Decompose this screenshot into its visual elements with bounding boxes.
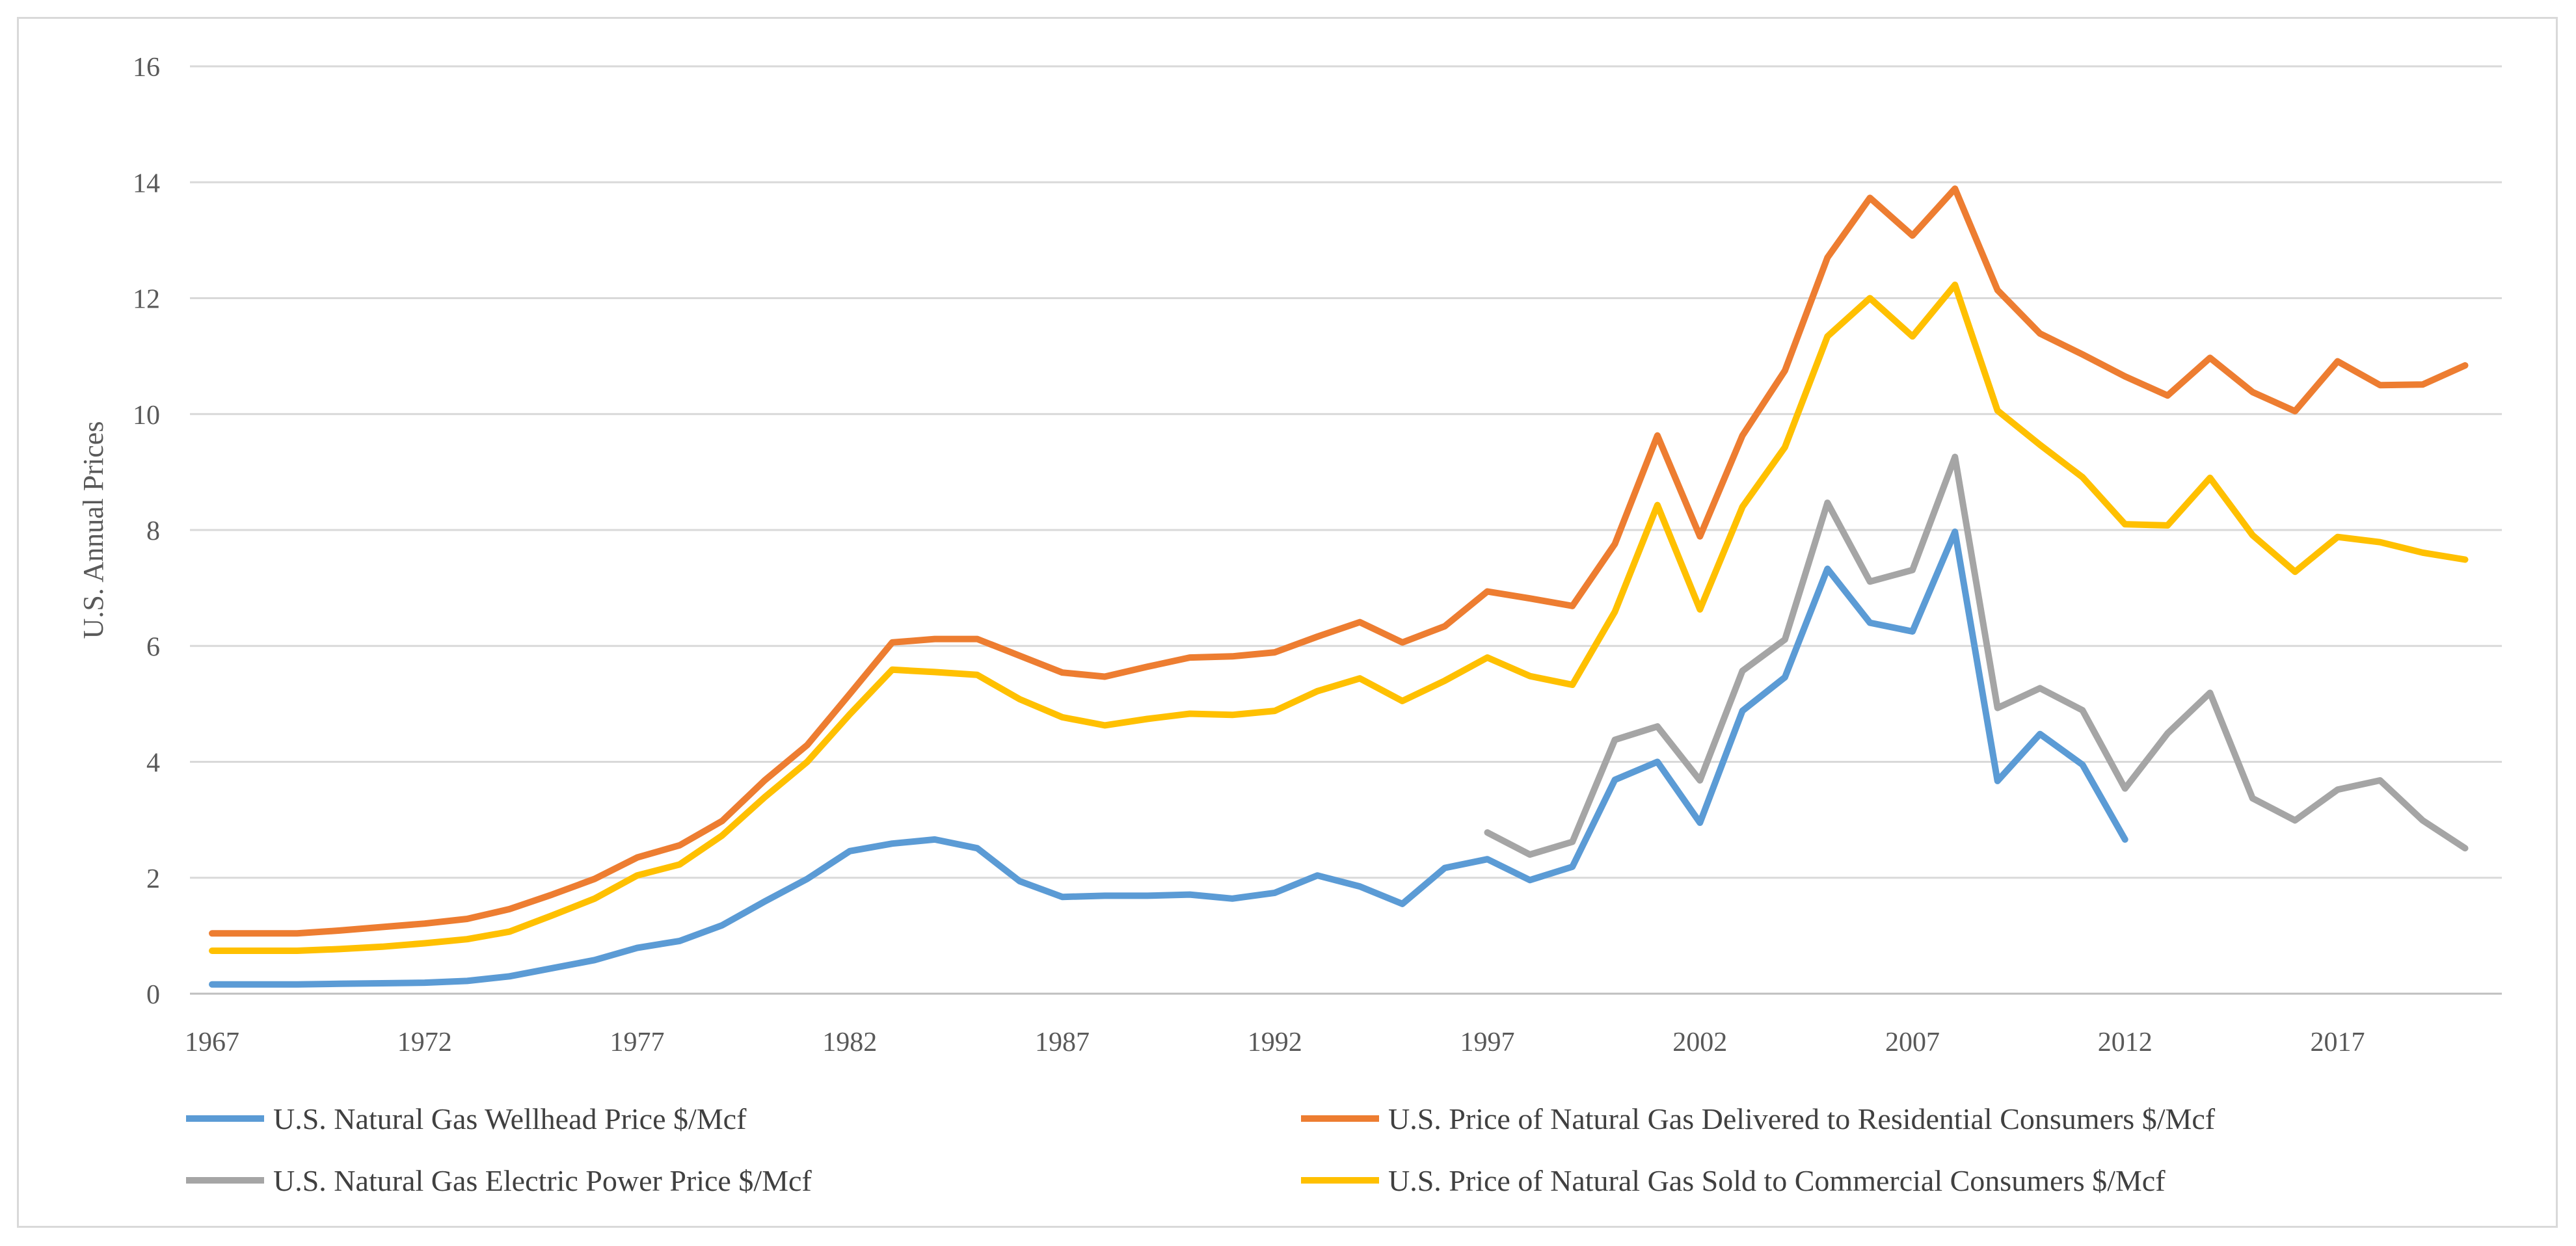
x-tick-label: 1982 [822,1027,877,1057]
x-tick-label: 1967 [185,1027,239,1057]
legend: U.S. Natural Gas Wellhead Price $/Mcf U.S… [186,1102,2216,1197]
series-lines [209,185,2469,988]
gridlines [190,65,2502,879]
y-tick-label: 14 [133,168,160,198]
y-tick-label: 10 [133,401,160,431]
y-tick-label: 0 [146,980,160,1010]
chart-frame [17,17,2558,1228]
y-tick-label: 12 [133,285,160,315]
x-tick-label: 1987 [1035,1027,1090,1057]
series-line-1 [209,185,2469,937]
series-line-0 [209,528,2128,988]
y-axis-title: U.S. Annual Prices [77,421,109,639]
x-tick-label: 1997 [1460,1027,1515,1057]
legend-label: U.S. Natural Gas Electric Power Price $/… [273,1164,812,1197]
legend-label: U.S. Price of Natural Gas Delivered to R… [1388,1102,2216,1135]
y-tick-label: 16 [133,53,160,83]
y-tick-label: 2 [146,864,160,894]
series-line-2 [1484,453,2469,858]
x-tick-label: 2002 [1672,1027,1727,1057]
y-tick-label: 6 [146,632,160,662]
y-tick-label: 8 [146,516,160,546]
y-tick-label: 4 [146,749,160,778]
legend-label: U.S. Price of Natural Gas Sold to Commer… [1388,1164,2166,1197]
x-axis-ticks: 1967 1972 1977 1982 1987 1992 1997 2002 2007 2012… [185,1027,2365,1057]
x-tick-label: 2012 [2098,1027,2153,1057]
x-tick-label: 1977 [610,1027,665,1057]
series-line-3 [209,282,2469,954]
y-axis-ticks: 0 2 4 6 8 10 12 14 16 [133,53,160,1010]
x-tick-label: 2017 [2311,1027,2365,1057]
x-tick-label: 2007 [1885,1027,1940,1057]
x-tick-label: 1992 [1248,1027,1302,1057]
legend-label: U.S. Natural Gas Wellhead Price $/Mcf [273,1102,747,1135]
x-tick-label: 1972 [397,1027,452,1057]
